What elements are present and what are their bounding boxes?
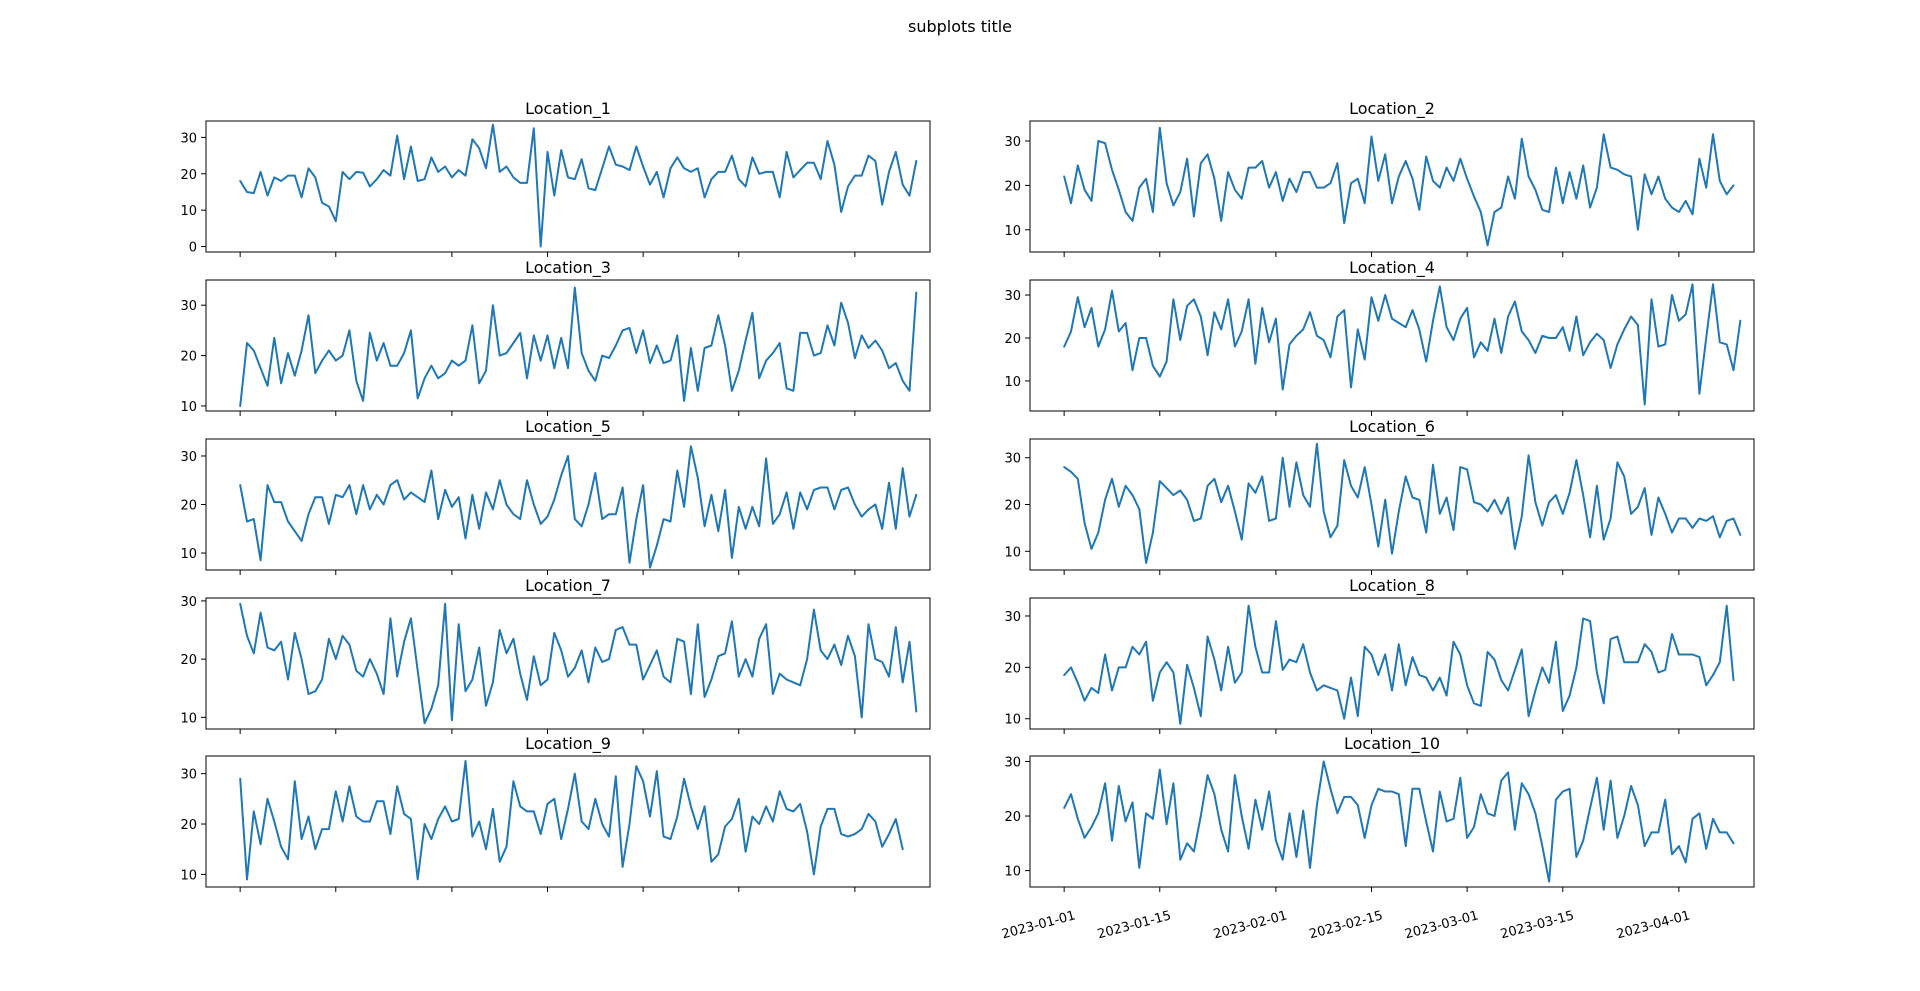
y-tick-label: 30 [180,450,197,465]
subplot-4: Location_4 10 20 30 [1004,258,1755,416]
subplot-title: Location_5 [525,417,611,437]
y-tick-label: 30 [1004,610,1021,625]
y-tick-label: 10 [1004,224,1021,239]
y-tick-label: 20 [1004,179,1021,194]
y-tick-label: 20 [1004,332,1021,347]
subplot-title: Location_3 [525,258,611,278]
x-tick-label: 2023-02-01 [1212,908,1289,942]
axes-frame [1029,279,1755,412]
y-tick-label: 30 [180,768,197,783]
series-line [239,760,904,881]
y-tick-label: 10 [1004,375,1021,390]
axes-frame [205,279,931,412]
y-tick-label: 10 [180,400,197,415]
y-tick-label: 20 [1004,810,1021,825]
subplot-title: Location_4 [1349,258,1435,278]
y-tick-label: 30 [1004,135,1021,150]
x-tick-label: 2023-03-01 [1403,908,1480,942]
y-tick-label: 10 [180,711,197,726]
y-tick-label: 10 [1004,865,1021,880]
y-tick-label: 0 [189,241,197,256]
y-tick-label: 20 [1004,661,1021,676]
y-tick-label: 20 [180,499,197,514]
x-tick-label: 2023-01-01 [1000,908,1077,942]
y-tick-label: 30 [1004,755,1021,770]
y-tick-label: 30 [180,595,197,610]
y-tick-label: 20 [180,350,197,365]
subplot-3: Location_3 10 20 30 [180,258,931,416]
y-tick-label: 20 [180,653,197,668]
series-line [239,123,918,248]
axes-frame [205,120,931,253]
x-tick-label: 2023-01-15 [1096,908,1173,942]
subplot-8: Location_8 10 20 30 [1004,576,1755,734]
y-tick-label: 20 [180,168,197,183]
series-line [239,602,918,725]
y-tick-label: 30 [1004,452,1021,467]
subplot-title: Location_7 [525,576,611,596]
y-tick-label: 10 [1004,545,1021,560]
axes-frame [1029,120,1755,253]
y-tick-label: 20 [180,818,197,833]
subplot-title: Location_2 [1349,99,1435,119]
y-tick-label: 10 [1004,713,1021,728]
y-tick-label: 30 [180,299,197,314]
subplot-10: Location_10 10 20 30 2023-01-01 2023-01-15 202… [1000,734,1755,942]
subplot-title: Location_6 [1349,417,1435,437]
axes-frame [205,597,931,730]
series-line [1063,760,1735,883]
y-tick-label: 10 [180,868,197,883]
subplots-grid: Location_10102030Location_2102030Locatio… [180,99,1755,942]
figure-suptitle: subplots title [908,17,1012,36]
y-tick-label: 30 [180,131,197,146]
subplot-title: Location_10 [1344,734,1440,754]
axes-frame [205,755,931,888]
y-tick-label: 10 [180,547,197,562]
subplot-9: Location_9 10 20 30 [180,734,931,892]
axes-frame [1029,755,1755,888]
subplot-1: Location_1 0 10 20 30 [180,99,931,257]
y-tick-label: 10 [180,204,197,219]
series-line [1063,604,1735,725]
series-line [1063,126,1735,247]
series-line [239,286,918,407]
series-line [1063,283,1742,406]
subplot-5: Location_5 10 20 30 [180,417,931,575]
subplot-title: Location_8 [1349,576,1435,596]
series-line [239,445,918,569]
x-tick-label: 2023-04-01 [1615,908,1692,942]
subplot-7: Location_7 10 20 30 [180,576,931,734]
x-tick-label: 2023-03-15 [1499,908,1576,942]
subplot-title: Location_9 [525,734,611,754]
axes-frame [1029,597,1755,730]
series-line [1063,442,1742,564]
y-tick-label: 20 [1004,499,1021,514]
subplot-2: Location_2 10 20 30 [1004,99,1755,257]
subplot-title: Location_1 [525,99,611,119]
y-tick-label: 30 [1004,289,1021,304]
x-tick-label: 2023-02-15 [1308,908,1385,942]
subplot-6: Location_6 10 20 30 [1004,417,1755,575]
